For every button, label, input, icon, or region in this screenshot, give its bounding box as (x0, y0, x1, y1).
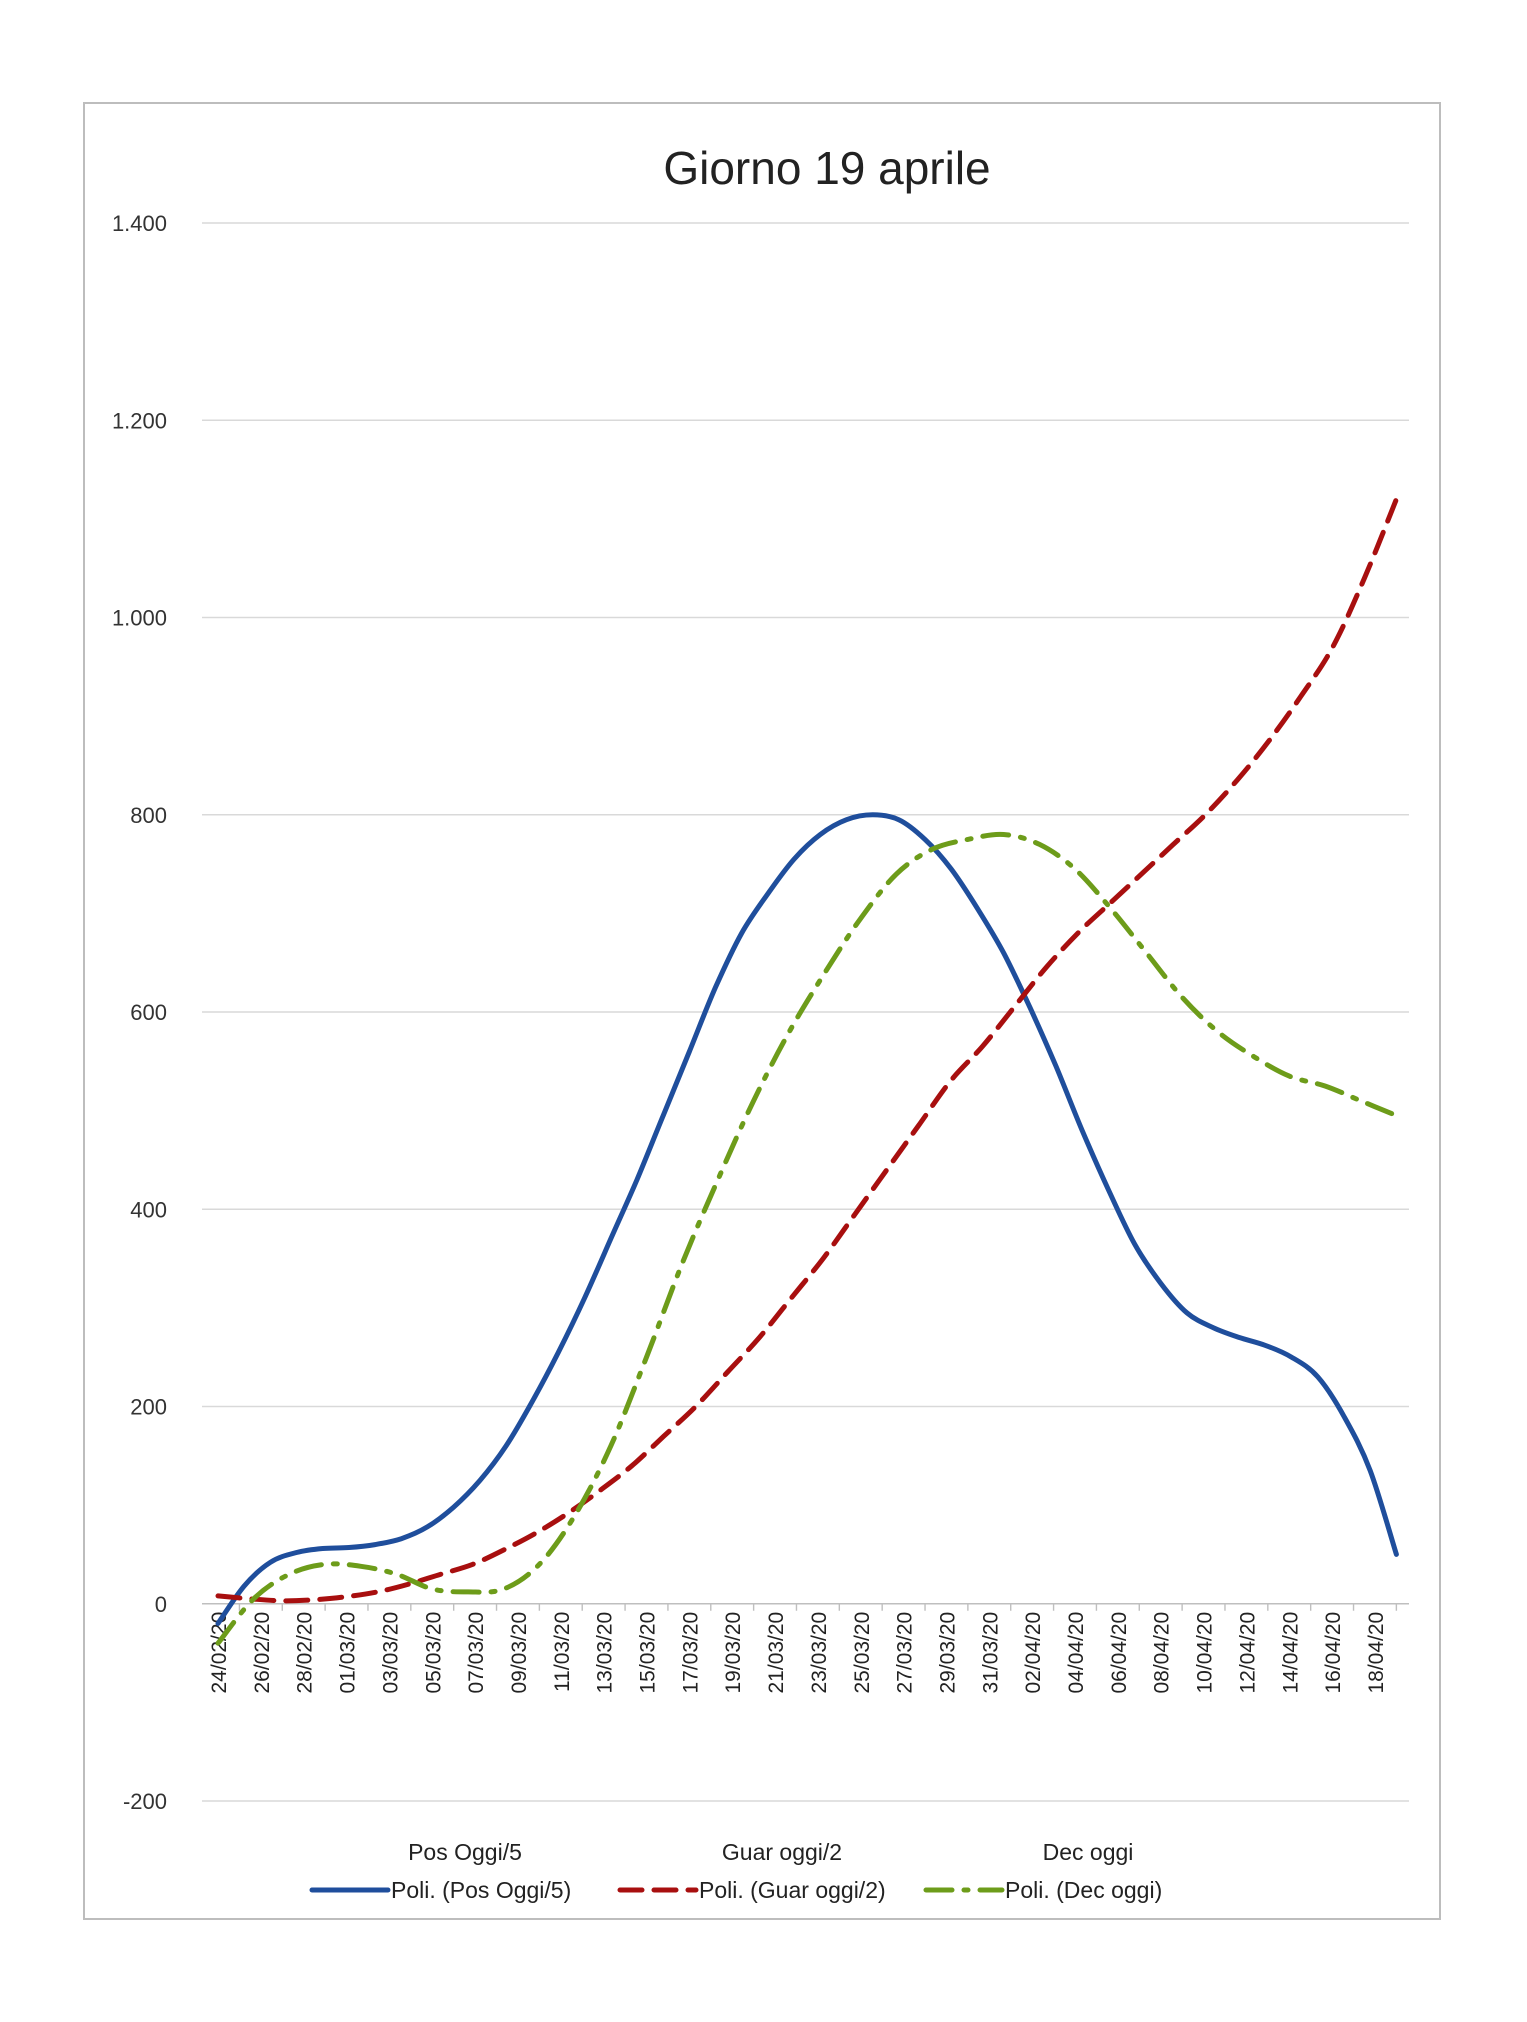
y-tick-label: 400 (130, 1197, 167, 1222)
x-tick-label: 16/04/20 (1322, 1612, 1345, 1694)
x-tick-label: 06/04/20 (1108, 1612, 1131, 1694)
x-tick-label: 05/03/20 (422, 1612, 445, 1694)
x-tick-label: 02/04/20 (1022, 1612, 1045, 1694)
y-tick-label: -200 (123, 1789, 167, 1814)
chart-svg: Giorno 19 aprile -200 0 200 400 600 800 1.000 1… (112, 142, 1409, 1903)
legend-label-1: Poli. (Pos Oggi/5) (391, 1877, 571, 1903)
legend-name-3: Dec oggi (1043, 1839, 1134, 1865)
x-tick-label: 26/02/20 (251, 1612, 274, 1694)
series-layer (215, 496, 1399, 1646)
legend-label-2: Poli. (Guar oggi/2) (699, 1877, 886, 1903)
x-tick-label: 12/04/20 (1236, 1612, 1259, 1694)
x-tick-label: 31/03/20 (979, 1612, 1002, 1694)
y-tick-label: 1.000 (112, 606, 167, 631)
legend-label-3: Poli. (Dec oggi) (1005, 1877, 1162, 1903)
x-tick-label: 29/03/20 (936, 1612, 959, 1694)
x-tick-label: 07/03/20 (465, 1612, 488, 1694)
x-tick-label: 01/03/20 (337, 1612, 360, 1694)
x-tick-label: 18/04/20 (1365, 1612, 1388, 1694)
x-tick-label: 28/02/20 (294, 1612, 317, 1694)
y-tick-label: 1.400 (112, 211, 167, 236)
x-tick-label: 04/04/20 (1065, 1612, 1088, 1694)
y-axis-tick-labels: -200 0 200 400 600 800 1.000 1.200 1.400 (112, 211, 167, 1814)
x-tick-label: 08/04/20 (1151, 1612, 1174, 1694)
legend: Pos Oggi/5 Guar oggi/2 Dec oggi Poli. (Pos … (309, 1839, 1162, 1903)
x-tick-label: 17/03/20 (679, 1612, 702, 1694)
series-line-1 (215, 812, 1399, 1626)
x-tick-label: 21/03/20 (765, 1612, 788, 1694)
x-tick-label: 15/03/20 (637, 1612, 660, 1694)
x-tick-label: 13/03/20 (594, 1612, 617, 1694)
x-tick-label: 27/03/20 (894, 1612, 917, 1694)
x-tick-label: 09/03/20 (508, 1612, 531, 1694)
x-axis-tick-labels: 24/02/20 26/02/20 28/02/20 01/03/20 03/03/20… (208, 1603, 1398, 1694)
y-tick-label: 800 (130, 803, 167, 828)
y-tick-label: 0 (155, 1592, 167, 1617)
series-line-2 (215, 496, 1399, 1604)
y-tick-label: 200 (130, 1395, 167, 1420)
legend-name-2: Guar oggi/2 (722, 1839, 842, 1865)
x-tick-label: 25/03/20 (851, 1612, 874, 1694)
y-tick-label: 600 (130, 1000, 167, 1025)
legend-name-1: Pos Oggi/5 (408, 1839, 522, 1865)
series-line-3 (215, 831, 1399, 1646)
x-tick-label: 23/03/20 (808, 1612, 831, 1694)
grid-layer (202, 222, 1409, 1802)
x-tick-label: 10/04/20 (1194, 1612, 1217, 1694)
chart-title: Giorno 19 aprile (663, 142, 990, 194)
chart-frame: Giorno 19 aprile -200 0 200 400 600 800 1.000 1… (83, 102, 1441, 1920)
x-tick-label: 14/04/20 (1279, 1612, 1302, 1694)
y-tick-label: 1.200 (112, 408, 167, 433)
x-tick-label: 19/03/20 (722, 1612, 745, 1694)
x-tick-label: 03/03/20 (379, 1612, 402, 1694)
x-tick-label: 11/03/20 (551, 1612, 574, 1692)
